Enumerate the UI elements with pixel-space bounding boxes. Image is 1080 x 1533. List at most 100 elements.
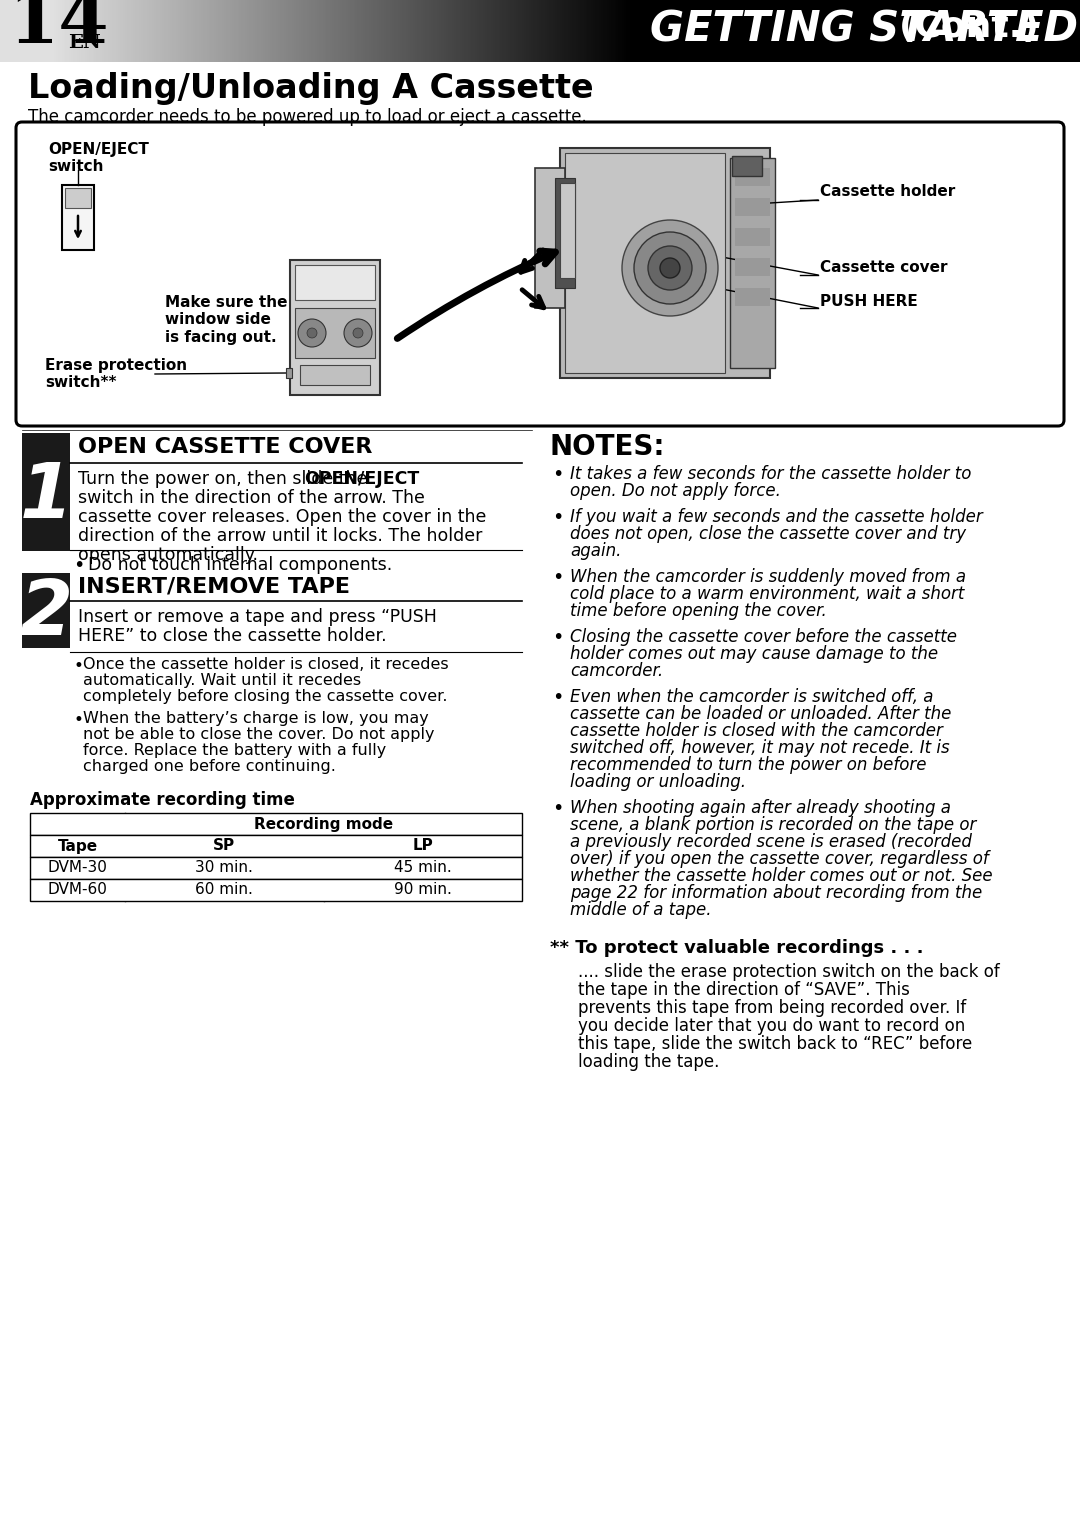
Bar [518, 0, 519, 61]
Bar [487, 0, 489, 61]
Bar [300, 365, 370, 385]
Bar [588, 0, 590, 61]
Bar [735, 228, 770, 245]
Bar [181, 0, 184, 61]
Text: middle of a tape.: middle of a tape. [570, 901, 712, 918]
Bar [617, 0, 619, 61]
Bar [154, 0, 157, 61]
Bar [54, 0, 56, 61]
Text: •: • [552, 688, 564, 707]
Bar [592, 0, 593, 61]
Bar [307, 0, 309, 61]
Bar [500, 0, 502, 61]
Bar [199, 0, 201, 61]
Bar [106, 0, 108, 61]
Bar [590, 0, 592, 61]
Bar [270, 0, 272, 61]
Bar [30, 878, 522, 901]
Bar [260, 0, 262, 61]
Bar [377, 0, 379, 61]
Text: •: • [73, 658, 83, 675]
Bar [556, 0, 558, 61]
Bar [600, 0, 603, 61]
Text: •: • [552, 569, 564, 587]
Bar [113, 0, 116, 61]
Bar [249, 0, 251, 61]
Bar [458, 0, 460, 61]
Bar [612, 0, 615, 61]
Bar [370, 0, 373, 61]
Bar [499, 0, 500, 61]
Bar [396, 0, 399, 61]
Text: Turn the power on, then slide the: Turn the power on, then slide the [78, 471, 373, 487]
Text: 14: 14 [8, 0, 109, 58]
Bar [580, 0, 582, 61]
Bar [390, 0, 392, 61]
Bar [470, 0, 472, 61]
Bar [195, 0, 197, 61]
Bar [243, 0, 245, 61]
Bar [551, 0, 553, 61]
Text: ** To protect valuable recordings . . .: ** To protect valuable recordings . . . [550, 940, 923, 957]
Bar [59, 0, 62, 61]
Bar [481, 0, 483, 61]
Text: Tape: Tape [57, 839, 97, 854]
Bar [394, 0, 396, 61]
Bar [419, 0, 421, 61]
Bar [561, 0, 563, 61]
Bar [162, 0, 164, 61]
Text: When shooting again after already shooting a: When shooting again after already shooti… [570, 799, 951, 817]
Bar [421, 0, 423, 61]
Bar [230, 0, 232, 61]
Bar [507, 0, 509, 61]
Bar [561, 149, 770, 379]
Text: holder comes out may cause damage to the: holder comes out may cause damage to the [570, 645, 939, 662]
Bar [409, 0, 411, 61]
Bar [112, 0, 113, 61]
Bar [108, 0, 110, 61]
Bar [174, 0, 176, 61]
Bar [566, 0, 568, 61]
Bar [597, 0, 599, 61]
Bar [343, 0, 346, 61]
Text: NOTES:: NOTES: [550, 432, 665, 461]
Bar [615, 0, 617, 61]
Bar [214, 0, 216, 61]
Bar [272, 0, 274, 61]
Bar [555, 0, 556, 61]
Bar [289, 0, 292, 61]
Bar [426, 0, 427, 61]
Circle shape [622, 221, 718, 316]
Bar [392, 0, 394, 61]
Bar [595, 0, 597, 61]
Bar [286, 0, 287, 61]
Bar [56, 0, 57, 61]
Bar [549, 0, 551, 61]
Bar [441, 0, 443, 61]
Bar [22, 573, 70, 648]
Bar [609, 0, 610, 61]
Bar [286, 368, 292, 379]
Text: recommended to turn the power on before: recommended to turn the power on before [570, 756, 927, 774]
Bar [402, 0, 404, 61]
Bar [497, 0, 499, 61]
Bar [607, 0, 609, 61]
Bar [139, 0, 140, 61]
Bar [62, 0, 64, 61]
Bar [585, 0, 588, 61]
Bar [324, 0, 326, 61]
Text: OPEN/EJECT: OPEN/EJECT [303, 471, 419, 487]
Bar [319, 0, 321, 61]
Bar [475, 0, 477, 61]
Bar [245, 0, 247, 61]
Bar [177, 0, 179, 61]
Text: GETTING STARTED: GETTING STARTED [650, 8, 1078, 51]
Bar [423, 0, 426, 61]
Bar [510, 0, 512, 61]
Bar [465, 0, 468, 61]
Bar [167, 0, 170, 61]
Bar [555, 178, 575, 288]
Bar [30, 835, 522, 857]
Bar [295, 265, 375, 300]
Bar [96, 0, 98, 61]
